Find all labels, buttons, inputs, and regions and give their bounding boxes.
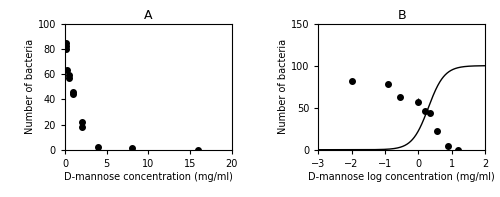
Title: B: B bbox=[398, 9, 406, 22]
Y-axis label: Number of bacteria: Number of bacteria bbox=[278, 39, 288, 134]
Y-axis label: Number of bacteria: Number of bacteria bbox=[25, 39, 35, 134]
X-axis label: D-mannose concentration (mg/ml): D-mannose concentration (mg/ml) bbox=[64, 172, 233, 181]
X-axis label: D-mannose log concentration (mg/ml): D-mannose log concentration (mg/ml) bbox=[308, 172, 495, 181]
Title: A: A bbox=[144, 9, 152, 22]
